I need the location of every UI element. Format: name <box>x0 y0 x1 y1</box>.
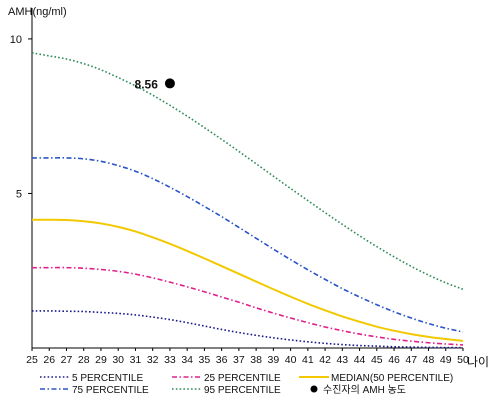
data-points: 8.56 <box>135 77 175 91</box>
x-tick-label: 33 <box>164 354 176 366</box>
x-tick-label: 41 <box>302 354 314 366</box>
legend: 5 PERCENTILE 25 PERCENTILE MEDIAN(50 PERCE… <box>40 373 453 396</box>
legend-point-marker <box>310 385 318 393</box>
x-tick-label: 28 <box>78 354 90 366</box>
patient-amh-value-label: 8.56 <box>135 77 159 91</box>
x-tick-label: 47 <box>405 354 417 366</box>
x-tick-label: 27 <box>61 354 73 366</box>
legend-label: 수진자의 AMH 농도 <box>323 384 406 396</box>
legend-label: MEDIAN(50 PERCENTILE) <box>331 373 453 384</box>
x-tick-label: 38 <box>250 354 262 366</box>
y-axis-label: AMH(ng/ml) <box>8 6 67 18</box>
x-tick-label: 39 <box>268 354 280 366</box>
legend-label: 25 PERCENTILE <box>204 373 281 384</box>
patient-amh-point <box>164 78 175 89</box>
legend-label: 75 PERCENTILE <box>72 385 149 396</box>
x-tick-label: 30 <box>112 354 124 366</box>
x-tick-label: 37 <box>233 354 245 366</box>
series-lines <box>31 52 464 349</box>
series-line-5-percentile <box>31 310 464 349</box>
x-tick-label: 44 <box>354 354 366 366</box>
x-axis-label: 나이 <box>467 355 489 369</box>
x-tick-label: 45 <box>371 354 383 366</box>
y-tick-label: 5 <box>16 188 22 200</box>
y-tick-label: 10 <box>10 34 22 46</box>
x-tick-label: 36 <box>216 354 228 366</box>
x-tick-label: 32 <box>147 354 159 366</box>
series-line-25-percentile <box>31 266 464 346</box>
series-line-95-percentile <box>31 52 464 291</box>
x-tick-label: 34 <box>181 354 193 366</box>
x-tick-label: 31 <box>130 354 142 366</box>
x-tick-label: 48 <box>423 354 435 366</box>
x-tick-label: 26 <box>43 354 55 366</box>
legend-label: 5 PERCENTILE <box>72 373 143 384</box>
x-tick-label: 50 <box>457 354 469 366</box>
x-tick-label: 49 <box>440 354 452 366</box>
legend-label: 95 PERCENTILE <box>204 385 281 396</box>
x-tick-label: 35 <box>199 354 211 366</box>
x-tick-label: 25 <box>26 354 38 366</box>
x-tick-label: 42 <box>319 354 331 366</box>
series-line-median-50-percentile <box>31 218 464 342</box>
axes: AMH(ng/ml) 나이 5 10 25 26 27 28 29 30 31 32 33 34 35 36 3… <box>8 6 489 369</box>
x-tick-label: 29 <box>95 354 107 366</box>
series-line-75-percentile <box>32 157 464 333</box>
x-tick-label: 43 <box>336 354 348 366</box>
x-tick-label: 40 <box>285 354 297 366</box>
x-tick-label: 46 <box>388 354 400 366</box>
